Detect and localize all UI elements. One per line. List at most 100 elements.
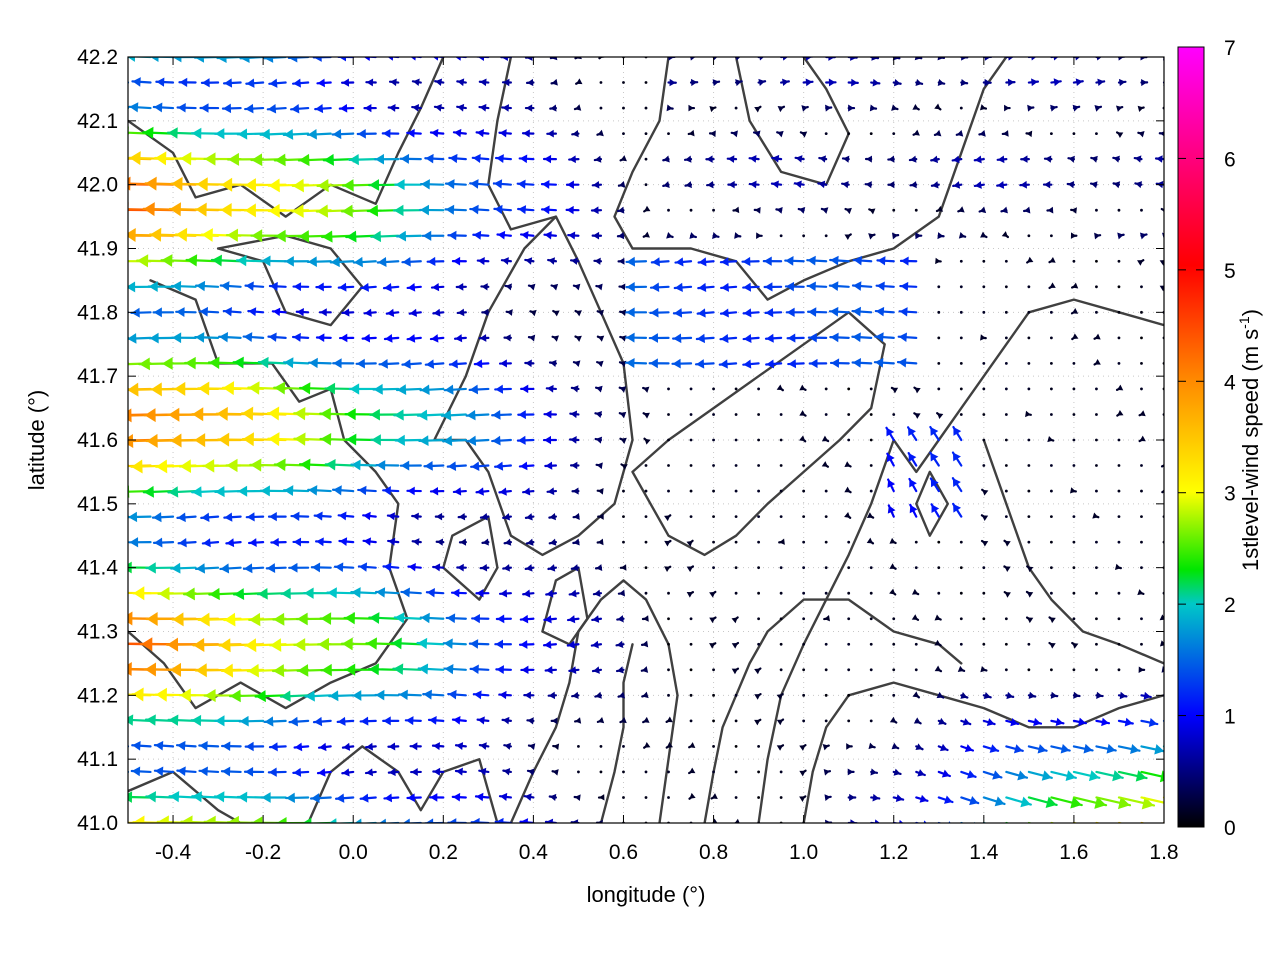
wind-vector	[407, 562, 422, 572]
wind-vector	[1158, 131, 1164, 137]
wind-vector	[390, 637, 422, 650]
wind-vector	[876, 256, 895, 266]
colorbar: 0 1 2 3 4 5 6 7 1stlevel-wind speed (m s-1)	[1177, 37, 1263, 840]
wind-vector	[479, 563, 490, 572]
wind-vector	[622, 489, 625, 493]
wind-vector	[568, 666, 580, 674]
wind-vector	[891, 232, 900, 240]
wind-vector	[929, 451, 940, 467]
wind-vector	[959, 285, 963, 289]
wind-vector	[1095, 821, 1102, 823]
wind-vector	[689, 693, 693, 697]
wind-vector	[337, 57, 355, 62]
wind-vector	[245, 78, 265, 88]
wind-vector	[622, 132, 625, 136]
wind-vector	[847, 719, 851, 723]
wind-vector	[547, 691, 558, 700]
wind-vector	[419, 612, 445, 624]
wind-vector	[520, 384, 535, 394]
wind-vector	[357, 485, 377, 496]
wind-vector	[332, 358, 355, 369]
wind-vector	[889, 716, 898, 724]
wind-vector	[907, 452, 918, 467]
wind-vector	[590, 206, 603, 215]
x-tick-label: 0.4	[519, 841, 549, 864]
wind-vector	[171, 332, 197, 344]
wind-vector	[257, 356, 287, 369]
wind-vector	[1095, 717, 1111, 727]
wind-vector	[1027, 310, 1031, 314]
wind-vector	[734, 693, 738, 697]
wind-vector	[501, 104, 512, 112]
wind-vector	[473, 359, 490, 369]
wind-vector	[1117, 57, 1126, 61]
wind-vector	[270, 537, 287, 547]
wind-vector	[128, 464, 130, 467]
wind-vector	[847, 387, 851, 391]
wind-vector	[503, 742, 512, 750]
wind-vector	[331, 485, 355, 496]
wind-vector	[847, 617, 851, 621]
wind-vector	[350, 587, 377, 598]
wind-vector	[494, 639, 512, 649]
wind-vector	[937, 717, 947, 725]
wind-vector	[594, 564, 603, 572]
wind-vector	[565, 180, 580, 189]
wind-vector	[1095, 540, 1098, 544]
wind-vector	[822, 744, 830, 751]
wind-vector	[757, 642, 761, 646]
colorbar-title-sup: -1	[1236, 316, 1252, 329]
wind-vector	[1117, 717, 1134, 727]
wind-vector	[734, 745, 738, 748]
wind-vector	[625, 332, 648, 343]
wind-vector	[666, 104, 674, 112]
wind-vector	[1161, 666, 1164, 673]
wind-vector	[543, 231, 558, 240]
wind-vector	[952, 502, 963, 518]
colorbar-tick-label: 2	[1224, 594, 1236, 617]
wind-vector	[1117, 438, 1121, 442]
wind-vector	[1026, 565, 1034, 573]
wind-vector	[1050, 691, 1059, 699]
wind-vector	[218, 332, 242, 343]
wind-vector	[937, 310, 941, 314]
wind-vector	[313, 511, 332, 521]
wind-vector	[734, 232, 742, 239]
wind-vector	[890, 386, 899, 394]
wind-vector	[152, 537, 175, 548]
wind-vector	[622, 515, 625, 518]
wind-vector	[625, 256, 648, 267]
wind-vector	[300, 817, 332, 823]
wind-vector	[757, 566, 761, 570]
wind-vector	[1117, 259, 1121, 263]
wind-vector	[128, 285, 130, 288]
wind-vector	[324, 458, 355, 471]
wind-vector	[148, 332, 175, 344]
wind-vector	[732, 206, 740, 214]
wind-vector	[869, 617, 873, 621]
colorbar-ticks: 0 1 2 3 4 5 6 7	[1178, 37, 1236, 840]
wind-vector	[198, 741, 220, 751]
wind-vector	[214, 715, 242, 727]
wind-vector	[595, 283, 603, 291]
wind-vector	[644, 489, 648, 493]
wind-vector	[1027, 78, 1040, 87]
wind-vector	[1070, 282, 1079, 289]
wind-vector	[383, 334, 400, 343]
wind-vector	[128, 541, 130, 544]
terrain-contour-line	[734, 57, 850, 186]
wind-vector	[802, 540, 806, 544]
wind-vector	[733, 818, 740, 823]
wind-vector	[1117, 310, 1121, 314]
wind-vector	[914, 566, 918, 570]
wind-vector	[1049, 132, 1053, 136]
wind-vector	[937, 78, 946, 86]
wind-vector	[912, 103, 920, 111]
wind-vector	[546, 487, 558, 496]
wind-vector	[846, 743, 853, 750]
wind-vector	[592, 589, 603, 598]
wind-vector	[360, 282, 377, 292]
wind-vector	[1027, 717, 1043, 727]
wind-vector	[1050, 104, 1058, 112]
wind-vector	[145, 562, 175, 574]
